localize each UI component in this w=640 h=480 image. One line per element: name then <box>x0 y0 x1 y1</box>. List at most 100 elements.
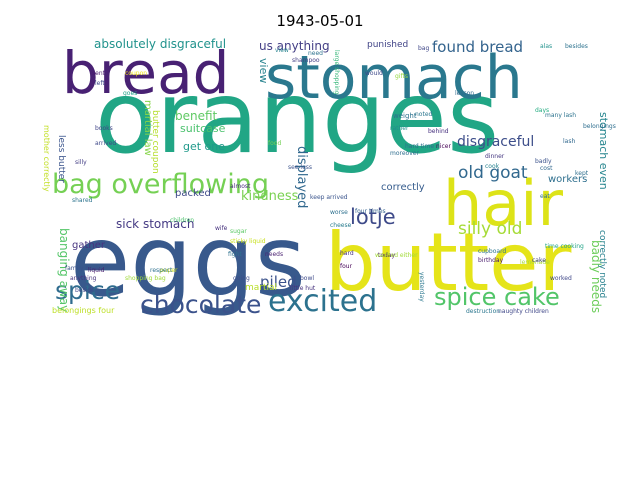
word-silly-old: silly old <box>458 219 522 239</box>
word-family-cook: family cook <box>65 265 100 272</box>
word-silly: silly <box>75 159 87 166</box>
word-cook: cook <box>485 163 500 170</box>
word-hard: hard <box>340 250 354 257</box>
word-worked: worked <box>550 275 572 282</box>
word-destruction: destruction <box>466 308 500 315</box>
word-lesson: lesson <box>455 90 474 97</box>
word-eggs: eggs <box>70 205 306 319</box>
word-sugar: sugar <box>230 228 247 235</box>
word-books: books <box>95 125 113 132</box>
word-little-hut: little hut <box>290 285 316 292</box>
word-old-goat: old goat <box>458 163 528 183</box>
word-sick-stomach: sick stomach <box>116 217 195 231</box>
word-yesterday: yesterday <box>418 272 425 302</box>
word-sent: sent <box>92 70 106 77</box>
word-large-shopping: large shopping <box>333 50 340 95</box>
word-naughty-children: naughty children <box>498 308 549 315</box>
word-cake: cake <box>532 257 546 264</box>
word-going: going <box>233 275 250 282</box>
word-shopping-bag: shopping bag <box>125 275 166 282</box>
word-correctly-noted: correctly noted <box>597 230 607 298</box>
word-correctly: correctly <box>381 182 425 193</box>
word-badly-needs: badly needs <box>589 240 603 313</box>
word-many-lash: many lash <box>545 112 576 119</box>
word-gather: gather <box>72 240 106 251</box>
word-four-times: four times <box>355 208 386 215</box>
word-gifts: gifts <box>395 73 408 80</box>
word-see-less: see less <box>288 164 312 171</box>
word-weight: weight <box>393 112 417 120</box>
word-birthday: birthday <box>478 257 504 264</box>
word-bag-overflowing: bag overflowing <box>52 169 269 200</box>
word-stomach: stomach <box>265 43 523 113</box>
word-alas: alas <box>540 43 552 50</box>
word-goes: goes <box>123 90 137 97</box>
word-respect: respect <box>150 267 173 274</box>
word-shampoo: shampoo <box>292 57 320 64</box>
word-excited: excited <box>268 284 377 319</box>
word-bread: bread <box>62 39 229 107</box>
word-fight: fight <box>228 251 242 258</box>
word-time-cooking: time cooking <box>545 243 584 250</box>
word-cost: cost <box>540 165 553 172</box>
word-beside: beside <box>75 287 95 294</box>
word-workers: workers <box>548 174 587 185</box>
word-would: would <box>365 70 383 77</box>
word-kept: kept <box>575 170 589 177</box>
word-packed: packed <box>175 188 211 199</box>
word-arrived: arrived <box>95 140 116 147</box>
word-belongings: belongings <box>583 123 616 130</box>
word-us-anything: us anything <box>259 39 330 53</box>
word-lash: lash <box>563 138 575 145</box>
word-wife: wife <box>215 225 228 232</box>
word-besides: besides <box>565 43 588 50</box>
word-found-bread: found bread <box>432 38 523 56</box>
word-hair: hair <box>443 167 564 240</box>
word-oranges: oranges <box>95 59 499 176</box>
word-piled: piled <box>260 273 297 291</box>
word-spice-cake: spice cake <box>434 283 560 311</box>
word-moreover: moreover <box>390 150 419 157</box>
chart-title: 1943-05-01 <box>276 12 364 30</box>
word-mother-correctly: mother correctly <box>42 125 51 192</box>
word-less-butter: less butter <box>56 135 66 183</box>
word-shared: shared <box>72 197 93 204</box>
word-displayed: displayed <box>294 146 309 208</box>
word-washed-either: washed either <box>375 252 418 259</box>
word-hard-time: hard time <box>405 143 434 150</box>
word-lemonade: lemonade <box>520 259 550 266</box>
word-bowl: bowl <box>300 275 314 282</box>
word-martial: martial <box>245 283 277 293</box>
word-dinner: dinner <box>485 153 505 160</box>
word-punished: punished <box>367 40 408 50</box>
word-spice: spice <box>55 276 120 305</box>
word-left: left <box>95 80 105 87</box>
word-need: need <box>308 50 323 57</box>
word-four: four <box>340 263 353 270</box>
word-keep-arrived: keep arrived <box>310 194 348 201</box>
word-belongings-four: belongings four <box>52 306 115 315</box>
word-food: food <box>268 140 281 147</box>
word-rather: rather <box>390 125 409 132</box>
word-martial-law: martial law <box>142 100 153 156</box>
word-banging-away: banging away <box>57 228 71 312</box>
word-eat: eat <box>540 193 550 200</box>
word-disgraceful: disgraceful <box>457 134 534 150</box>
word-paper: paper <box>160 267 178 274</box>
word-nicer: nicer <box>436 143 451 150</box>
word-benefit: benefit <box>175 109 218 123</box>
word-noted: noted <box>415 111 433 118</box>
word-needs: needs <box>265 251 283 258</box>
word-get-one: get one <box>183 140 225 153</box>
word-stomach-even: stomach even <box>597 112 610 190</box>
word-butter-coupon: butter coupon <box>150 110 160 174</box>
word-days: days <box>535 107 549 114</box>
word-behind: behind <box>428 128 449 135</box>
word-bag: bag <box>418 45 429 52</box>
word-kindness: kindness <box>241 189 299 204</box>
word-today: today <box>378 252 396 259</box>
word-cupboard: cupboard <box>478 248 506 255</box>
word-sticky-liquid: sticky liquid <box>230 238 266 245</box>
word-suitcase: suitcase <box>180 122 226 135</box>
